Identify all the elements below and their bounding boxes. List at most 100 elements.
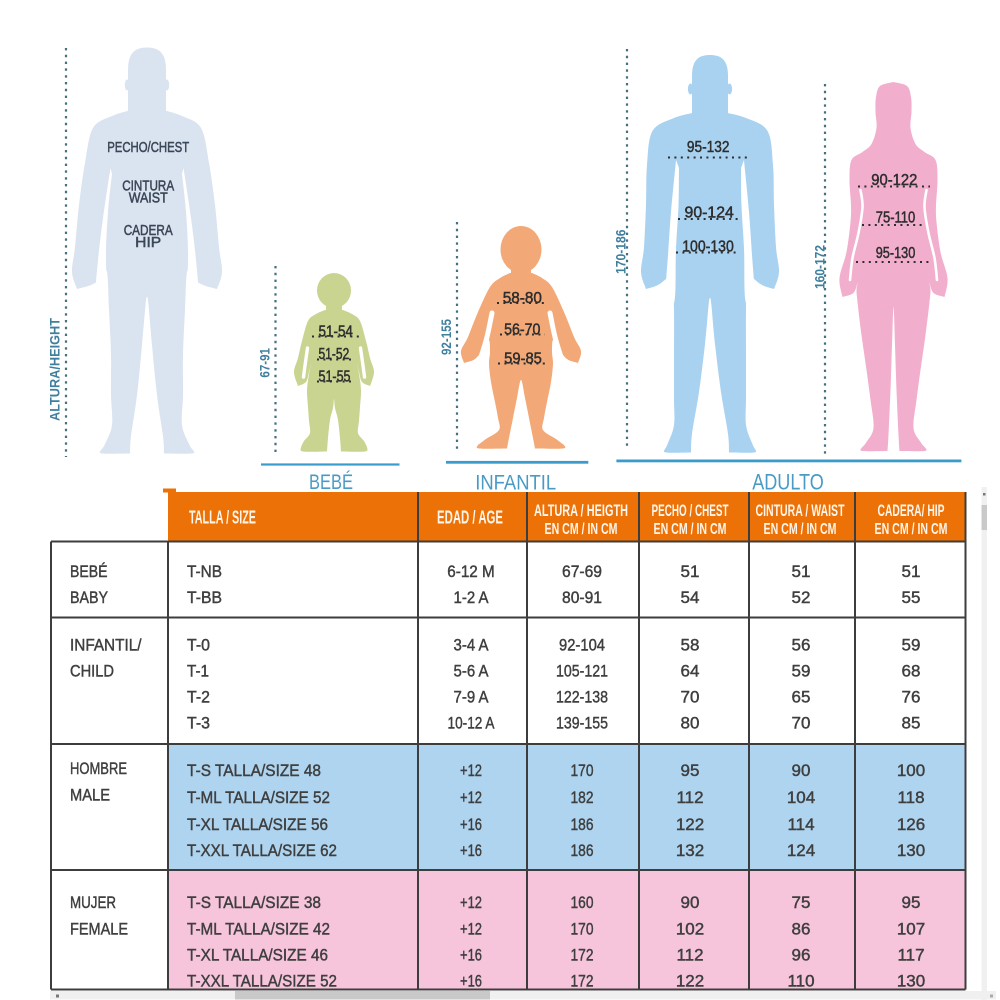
svg-text:130: 130 bbox=[897, 841, 925, 860]
svg-text:95-130: 95-130 bbox=[876, 245, 916, 262]
svg-text:100-130: 100-130 bbox=[682, 239, 734, 256]
svg-text:6-12 M: 6-12 M bbox=[447, 562, 495, 581]
svg-text:INFANTIL: INFANTIL bbox=[475, 472, 556, 495]
svg-text:126: 126 bbox=[897, 815, 925, 834]
svg-text:+16: +16 bbox=[460, 946, 482, 965]
svg-text:104: 104 bbox=[787, 788, 815, 807]
svg-text:67-91: 67-91 bbox=[257, 348, 273, 378]
svg-text:T-XL TALLA/SIZE 46: T-XL TALLA/SIZE 46 bbox=[187, 946, 328, 965]
svg-text:51: 51 bbox=[681, 562, 700, 581]
svg-text:67-69: 67-69 bbox=[562, 562, 602, 581]
svg-text:107: 107 bbox=[897, 920, 925, 939]
svg-text:170: 170 bbox=[571, 920, 594, 939]
svg-text:59-85: 59-85 bbox=[504, 351, 542, 368]
svg-text:118: 118 bbox=[897, 788, 924, 807]
svg-text:132: 132 bbox=[676, 841, 704, 860]
svg-text:51-55: 51-55 bbox=[319, 369, 351, 386]
svg-text:ADULTO: ADULTO bbox=[752, 470, 824, 495]
svg-text:90-122: 90-122 bbox=[871, 172, 917, 189]
svg-text:58: 58 bbox=[681, 636, 700, 655]
svg-text:T-S TALLA/SIZE 48: T-S TALLA/SIZE 48 bbox=[187, 761, 321, 780]
svg-text:95-132: 95-132 bbox=[687, 139, 730, 156]
svg-text:117: 117 bbox=[897, 946, 924, 965]
svg-text:96: 96 bbox=[792, 946, 811, 965]
svg-text:BEBÉ: BEBÉ bbox=[70, 562, 108, 581]
svg-text:170-186: 170-186 bbox=[614, 229, 629, 274]
svg-text:CADERA: CADERA bbox=[124, 223, 173, 239]
svg-text:139-155: 139-155 bbox=[556, 714, 608, 733]
svg-text:95: 95 bbox=[902, 893, 921, 912]
svg-text:59: 59 bbox=[792, 662, 811, 681]
svg-text:182: 182 bbox=[571, 788, 594, 807]
svg-text:EN CM / IN CM: EN CM / IN CM bbox=[875, 521, 948, 538]
svg-text:52: 52 bbox=[792, 588, 811, 607]
svg-text:90: 90 bbox=[681, 893, 700, 912]
svg-text:51-52: 51-52 bbox=[319, 346, 350, 363]
svg-text:95: 95 bbox=[681, 761, 700, 780]
svg-text:EN CM / IN CM: EN CM / IN CM bbox=[545, 521, 618, 538]
svg-text:160: 160 bbox=[571, 893, 594, 912]
svg-text:WAIST: WAIST bbox=[129, 191, 168, 207]
svg-text:CHILD: CHILD bbox=[70, 662, 114, 681]
svg-text:+12: +12 bbox=[460, 920, 482, 939]
svg-text:56: 56 bbox=[792, 636, 811, 655]
svg-text:T-ML TALLA/SIZE 52: T-ML TALLA/SIZE 52 bbox=[187, 788, 330, 807]
svg-text:5-6 A: 5-6 A bbox=[454, 662, 490, 681]
svg-text:MUJER: MUJER bbox=[70, 893, 116, 912]
svg-text:51: 51 bbox=[792, 562, 811, 581]
svg-text:BEBÉ: BEBÉ bbox=[309, 471, 353, 494]
svg-text:85: 85 bbox=[902, 714, 921, 733]
svg-text:58-80: 58-80 bbox=[503, 290, 542, 307]
svg-text:102: 102 bbox=[676, 920, 704, 939]
svg-text:100: 100 bbox=[897, 761, 925, 780]
svg-text:92-104: 92-104 bbox=[559, 636, 605, 655]
svg-text:T-S TALLA/SIZE 38: T-S TALLA/SIZE 38 bbox=[187, 893, 321, 912]
svg-text:51: 51 bbox=[902, 562, 921, 581]
svg-text:114: 114 bbox=[787, 815, 814, 834]
svg-text:92-155: 92-155 bbox=[439, 319, 454, 355]
svg-text:MALE: MALE bbox=[70, 786, 110, 805]
svg-text:EN CM / IN CM: EN CM / IN CM bbox=[764, 521, 837, 538]
svg-text:T-BB: T-BB bbox=[187, 588, 222, 607]
svg-text:75: 75 bbox=[792, 893, 811, 912]
svg-text:CINTURA: CINTURA bbox=[122, 179, 174, 195]
svg-text:65: 65 bbox=[792, 688, 811, 707]
svg-text:122: 122 bbox=[676, 972, 704, 991]
svg-text:+12: +12 bbox=[460, 788, 482, 807]
svg-text:110: 110 bbox=[787, 972, 814, 991]
svg-text:FEMALE: FEMALE bbox=[70, 920, 128, 939]
svg-text:105-121: 105-121 bbox=[556, 662, 608, 681]
svg-text:112: 112 bbox=[676, 946, 703, 965]
svg-text:55: 55 bbox=[902, 588, 921, 607]
svg-text:3-4 A: 3-4 A bbox=[454, 636, 490, 655]
svg-text:CINTURA / WAIST: CINTURA / WAIST bbox=[756, 501, 845, 520]
svg-text:T-NB: T-NB bbox=[187, 562, 222, 581]
svg-text:80: 80 bbox=[681, 714, 700, 733]
svg-text:90: 90 bbox=[792, 761, 811, 780]
svg-text:186: 186 bbox=[571, 841, 594, 860]
svg-text:7-9 A: 7-9 A bbox=[454, 688, 490, 707]
svg-text:172: 172 bbox=[571, 972, 594, 991]
svg-text:HIP: HIP bbox=[135, 235, 161, 251]
svg-text:+16: +16 bbox=[460, 972, 482, 991]
svg-text:130: 130 bbox=[897, 972, 925, 991]
svg-text:PECHO/CHEST: PECHO/CHEST bbox=[107, 140, 189, 156]
svg-text:+12: +12 bbox=[460, 893, 482, 912]
svg-text:76: 76 bbox=[902, 688, 921, 707]
svg-text:75-110: 75-110 bbox=[876, 210, 916, 227]
svg-text:170: 170 bbox=[571, 761, 594, 780]
svg-text:160-172: 160-172 bbox=[813, 245, 828, 289]
svg-text:T-XXL TALLA/SIZE 62: T-XXL TALLA/SIZE 62 bbox=[187, 841, 337, 860]
svg-text:+12: +12 bbox=[460, 761, 482, 780]
svg-text:T-XL TALLA/SIZE 56: T-XL TALLA/SIZE 56 bbox=[187, 815, 328, 834]
svg-text:T-XXL TALLA/SIZE 52: T-XXL TALLA/SIZE 52 bbox=[187, 972, 337, 991]
svg-text:59: 59 bbox=[902, 636, 921, 655]
svg-text:TALLA / SIZE: TALLA / SIZE bbox=[189, 508, 256, 528]
svg-text:EN CM / IN CM: EN CM / IN CM bbox=[654, 521, 727, 538]
svg-text:122-138: 122-138 bbox=[556, 688, 608, 707]
svg-text:INFANTIL/: INFANTIL/ bbox=[70, 636, 142, 655]
svg-text:BABY: BABY bbox=[70, 588, 108, 607]
svg-text:68: 68 bbox=[902, 662, 921, 681]
svg-text:CADERA/ HIP: CADERA/ HIP bbox=[878, 501, 945, 520]
svg-text:HOMBRE: HOMBRE bbox=[70, 759, 127, 778]
